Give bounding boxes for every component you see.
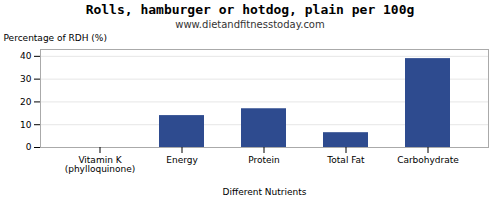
svg-text:Percentage of RDH (%): Percentage of RDH (%) (4, 33, 107, 43)
html-text:www.dietandfitnesstoday.com: www.dietandfitnesstoday.com (175, 19, 325, 30)
svg-text:40: 40 (20, 51, 32, 61)
svg-text:Total Fat: Total Fat (326, 155, 365, 165)
svg-text:30: 30 (20, 74, 32, 84)
svg-text:0: 0 (26, 142, 32, 152)
svg-text:Protein: Protein (248, 155, 280, 165)
svg-text:Carbohydrate: Carbohydrate (397, 155, 459, 165)
svg-text:Different Nutrients: Different Nutrients (223, 187, 307, 197)
html-text:Rolls, hamburger or hotdog, pl: Rolls, hamburger or hotdog, plain per 10… (85, 2, 415, 17)
svg-text:20: 20 (20, 97, 32, 107)
svg-text:Vitamin K(phylloquinone): Vitamin K(phylloquinone) (65, 155, 136, 174)
svg-text:10: 10 (20, 120, 32, 130)
svg-text:Energy: Energy (166, 155, 198, 165)
